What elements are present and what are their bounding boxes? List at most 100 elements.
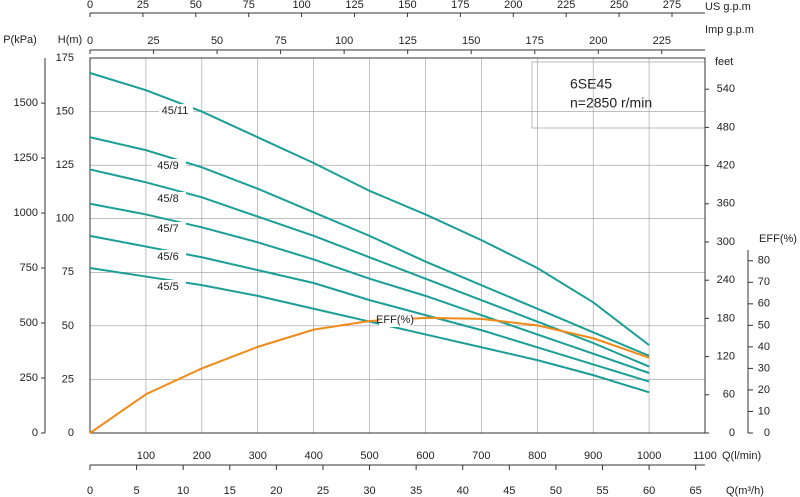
y2-tick-label: 40 [758,341,770,353]
curve-label-bg [159,104,193,118]
curve-label-bg [379,313,413,327]
x-tick-label: 200 [193,450,211,462]
tick-label: 60 [723,389,735,401]
axis-title: feet [715,56,733,68]
tick-label: 125 [345,0,363,11]
speed-label: n=2850 r/min [570,95,652,111]
tick-label: 480 [717,121,735,133]
tick-label: 240 [717,274,735,286]
tick-label: 25 [317,485,329,497]
tick-label: 200 [504,0,522,11]
y2-tick-label: 20 [758,384,770,396]
tick-label: 120 [717,351,735,363]
tick-label: 1250 [14,152,38,164]
x-tick-label: 700 [472,450,490,462]
curve-label: EFF(%) [376,314,414,326]
tick-label: 1000 [14,207,38,219]
tick-label: 55 [596,485,608,497]
tick-label: 275 [663,0,681,11]
y2-tick-label: 30 [758,362,770,374]
tick-label: 175 [526,35,544,47]
x-tick-label: 100 [137,450,155,462]
tick-label: 0 [87,0,93,11]
tick-label: 100 [335,35,353,47]
y-tick-label: 125 [56,159,74,171]
x-tick-label: 1000 [637,450,661,462]
tick-label: 25 [137,0,149,11]
axis-title: Imp g.p.m [705,24,754,36]
y-tick-label: 50 [62,320,74,332]
tick-label: 50 [550,485,562,497]
tick-label: 50 [211,35,223,47]
curve [89,316,650,434]
info-box [531,61,706,129]
tick-label: 0 [87,35,93,47]
curve-label-bg [152,222,186,236]
tick-label: 25 [147,35,159,47]
y2-tick-label: 70 [758,276,770,288]
tick-label: 540 [717,83,735,95]
y2-tick-label: 80 [758,255,770,267]
x-tick-label: 600 [416,450,434,462]
x-tick-label: 1100 [693,450,717,462]
tick-label: 225 [557,0,575,11]
tick-label: 180 [717,312,735,324]
curve-label: 45/7 [157,223,178,235]
y2-tick-label: 50 [758,319,770,331]
model-label: 6SE45 [570,76,612,92]
tick-label: 15 [224,485,236,497]
x-tick-label: 500 [360,450,378,462]
tick-label: 420 [717,160,735,172]
x-tick-label: 900 [584,450,602,462]
y-tick-label: 100 [56,213,74,225]
tick-label: 75 [243,0,255,11]
tick-label: 0 [32,427,38,439]
curve-label-bg [152,159,186,173]
tick-label: 65 [690,485,702,497]
tick-label: 250 [610,0,628,11]
tick-label: 150 [462,35,480,47]
tick-label: 750 [20,262,38,274]
y-tick-label: 75 [62,266,74,278]
curve-label-bg [152,192,186,206]
tick-label: 225 [653,35,671,47]
tick-label: 5 [134,485,140,497]
curve-label-bg [152,250,186,264]
axis-title: Q(m³/h) [726,485,764,497]
curve-label: 45/5 [157,281,178,293]
tick-label: 360 [717,198,735,210]
tick-label: 175 [451,0,469,11]
tick-label: 30 [363,485,375,497]
y2-tick-label: 10 [758,405,770,417]
tick-label: 250 [20,372,38,384]
tick-label: 40 [457,485,469,497]
axis-title: US g.p.m [705,1,751,13]
y-tick-label: 175 [56,52,74,64]
y2-tick-label: 60 [758,298,770,310]
x-tick-label: 400 [304,450,322,462]
tick-label: 50 [190,0,202,11]
curve-label: 45/6 [157,251,178,263]
tick-label: 0 [729,427,735,439]
tick-label: 200 [589,35,607,47]
tick-label: 75 [274,35,286,47]
y-tick-label: 25 [62,373,74,385]
curve-label: 45/11 [162,105,189,117]
axis-title: P(kPa) [3,34,37,46]
tick-label: 0 [87,485,93,497]
tick-label: 125 [398,35,416,47]
y-tick-label: 0 [68,427,74,439]
tick-label: 10 [177,485,189,497]
tick-label: 500 [20,317,38,329]
y2-axis-title: EFF(%) [759,233,797,245]
y2-tick-label: 0 [764,427,770,439]
curve-label: 45/8 [157,193,178,205]
tick-label: 150 [398,0,416,11]
x-tick-label: 800 [528,450,546,462]
tick-label: 300 [717,236,735,248]
tick-label: 45 [503,485,515,497]
tick-label: 20 [270,485,282,497]
tick-label: 60 [643,485,655,497]
curve-label: 45/9 [157,160,178,172]
